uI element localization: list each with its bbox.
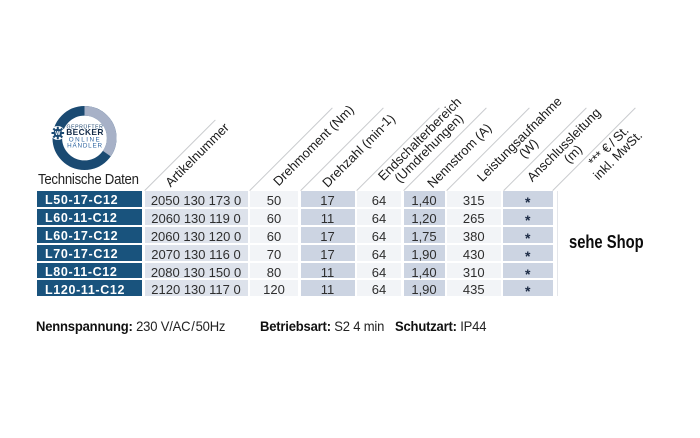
svg-text:BECKER: BECKER — [66, 127, 103, 137]
svg-text:W: W — [55, 131, 61, 137]
svg-text:ONLINE: ONLINE — [69, 136, 101, 143]
svg-text:HÄNDLER: HÄNDLER — [67, 142, 103, 150]
svg-text:GEPRÜFTER: GEPRÜFTER — [67, 123, 104, 130]
